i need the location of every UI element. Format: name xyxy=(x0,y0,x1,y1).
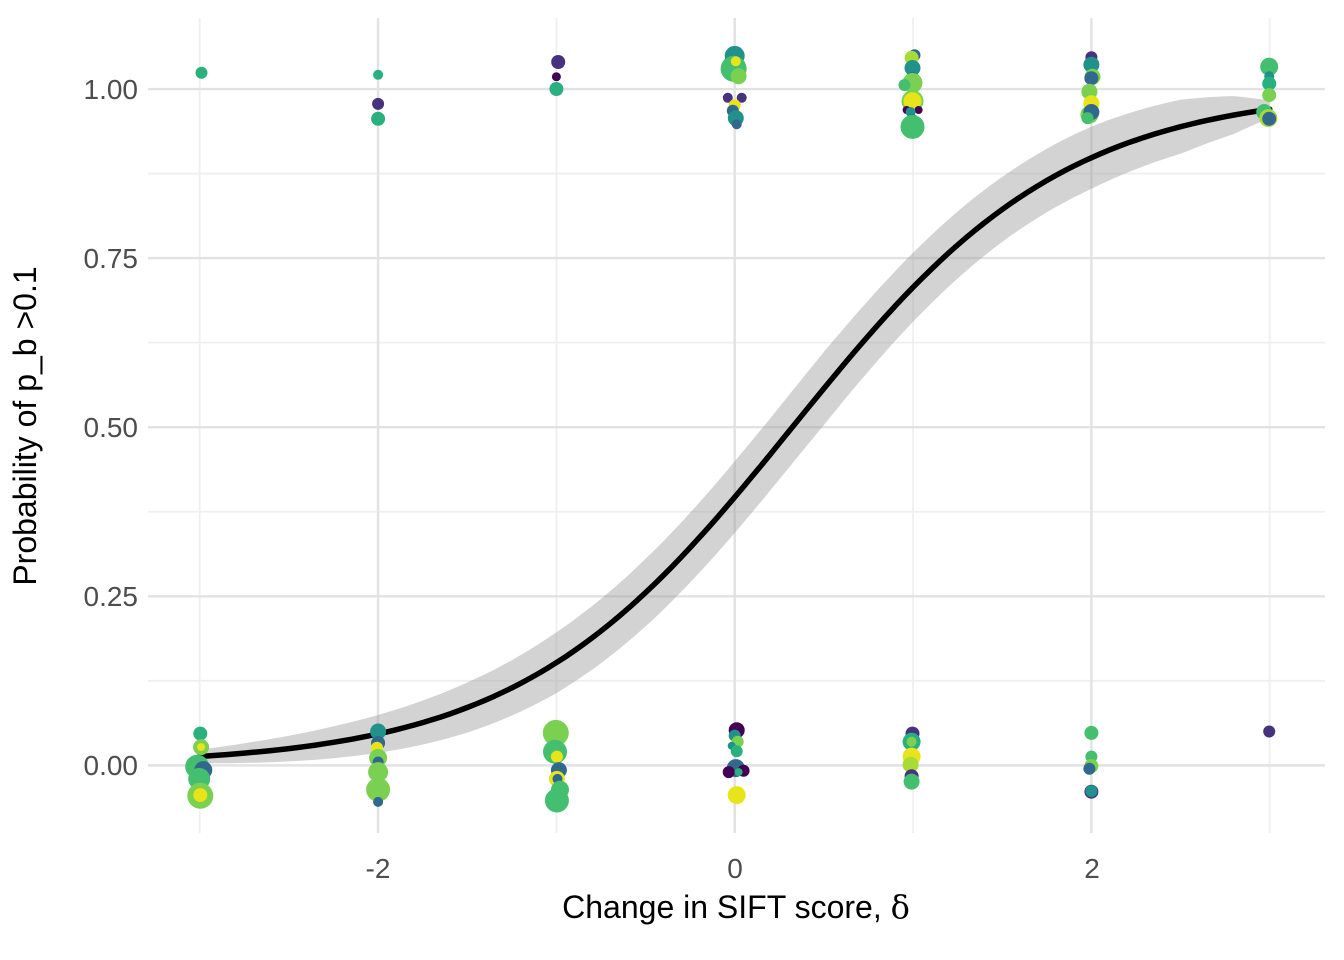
x-tick-label: 0 xyxy=(727,853,743,884)
data-point xyxy=(197,743,206,752)
y-tick-label: 0.75 xyxy=(84,243,139,274)
data-point xyxy=(730,68,747,85)
data-point xyxy=(1085,785,1098,798)
data-point xyxy=(373,796,384,807)
delta-symbol: δ xyxy=(891,888,910,926)
data-point xyxy=(373,69,384,80)
y-tick-label: 0.25 xyxy=(84,581,139,612)
data-point xyxy=(914,106,923,114)
gridlines-minor xyxy=(148,18,1325,833)
data-point xyxy=(898,79,911,91)
gridlines-major xyxy=(148,18,1325,833)
data-point xyxy=(193,788,208,803)
data-point xyxy=(544,788,569,813)
y-tick-label: 0.00 xyxy=(84,750,139,781)
data-point xyxy=(1083,762,1096,775)
data-point xyxy=(731,119,742,130)
x-axis-tick-labels: -2 0 2 xyxy=(366,853,1100,884)
x-tick-label: 2 xyxy=(1084,853,1100,884)
data-point xyxy=(551,55,566,69)
data-point xyxy=(730,745,743,758)
data-point xyxy=(734,768,743,777)
data-point xyxy=(1262,76,1277,91)
data-point xyxy=(727,786,746,805)
data-point xyxy=(371,111,386,126)
data-point xyxy=(550,750,563,763)
data-point xyxy=(1262,111,1277,126)
data-point xyxy=(722,766,735,779)
data-point xyxy=(902,756,919,773)
data-point xyxy=(903,92,922,111)
data-point xyxy=(900,114,925,139)
x-axis-title: Change in SIFT score, δ xyxy=(562,888,910,926)
data-point xyxy=(549,82,564,96)
data-point xyxy=(1262,88,1277,103)
data-point xyxy=(904,60,921,76)
data-point xyxy=(551,72,561,82)
data-point xyxy=(372,97,385,110)
y-tick-label: 1.00 xyxy=(84,74,139,105)
data-point xyxy=(366,777,391,802)
data-point xyxy=(736,92,747,103)
y-axis-title: Probability of p_b >0.1 xyxy=(7,266,43,585)
data-point xyxy=(1260,57,1279,76)
data-point xyxy=(368,762,389,783)
y-axis-tick-labels: 1.00 0.75 0.50 0.25 0.00 xyxy=(84,74,139,781)
data-point xyxy=(1084,725,1099,740)
data-point xyxy=(1084,71,1099,86)
data-point xyxy=(193,726,208,741)
data-point xyxy=(542,719,569,746)
data-point xyxy=(1083,56,1100,73)
x-tick-label: -2 xyxy=(366,853,391,884)
data-point xyxy=(195,66,208,79)
data-point xyxy=(1081,112,1094,125)
data-point xyxy=(1263,725,1276,738)
data-point xyxy=(1085,750,1098,763)
data-point xyxy=(730,56,741,67)
data-point xyxy=(370,723,387,740)
data-point xyxy=(903,773,920,790)
data-point xyxy=(906,736,917,747)
data-point xyxy=(722,92,733,103)
y-tick-label: 0.50 xyxy=(84,412,139,443)
data-points xyxy=(185,45,1279,813)
